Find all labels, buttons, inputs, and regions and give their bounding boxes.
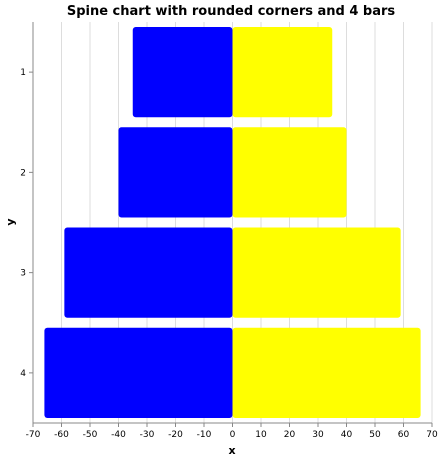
x-axis-ticks: -70 -60 -50 -40 -30 -20 -10 0 10 20 30 40 50 60 70	[26, 423, 438, 440]
chart-title: Spine chart with rounded corners and 4 b…	[67, 4, 396, 19]
y-tick-label: 1	[20, 68, 26, 78]
bars	[44, 27, 421, 418]
y-tick-label: 2	[20, 168, 26, 178]
x-tick-label: -50	[83, 430, 98, 440]
x-tick-label: 50	[369, 430, 381, 440]
bar-right-1	[232, 27, 333, 118]
y-tick-label: 4	[20, 369, 26, 379]
x-tick-label: -30	[140, 430, 155, 440]
bar-right-2	[232, 127, 347, 218]
bar-left-4	[44, 327, 233, 418]
bar-right-3	[232, 227, 401, 318]
x-tick-label: -10	[197, 430, 212, 440]
x-tick-label: 20	[284, 430, 296, 440]
x-tick-label: 30	[312, 430, 324, 440]
x-tick-label: 70	[426, 430, 438, 440]
x-tick-label: 10	[255, 430, 267, 440]
x-tick-label: -40	[111, 430, 126, 440]
x-axis-label: x	[228, 444, 235, 457]
y-axis-ticks: 1 2 3 4	[20, 68, 33, 379]
bar-left-1	[132, 27, 233, 118]
bar-left-3	[64, 227, 233, 318]
y-axis-label: y	[4, 218, 17, 225]
x-tick-label: 60	[398, 430, 410, 440]
bar-right-4	[232, 327, 421, 418]
x-tick-label: -70	[26, 430, 41, 440]
x-tick-label: 40	[341, 430, 353, 440]
x-tick-label: 0	[230, 430, 236, 440]
x-tick-label: -60	[54, 430, 69, 440]
y-tick-label: 3	[20, 269, 26, 279]
x-tick-label: -20	[168, 430, 183, 440]
bar-left-2	[118, 127, 233, 218]
